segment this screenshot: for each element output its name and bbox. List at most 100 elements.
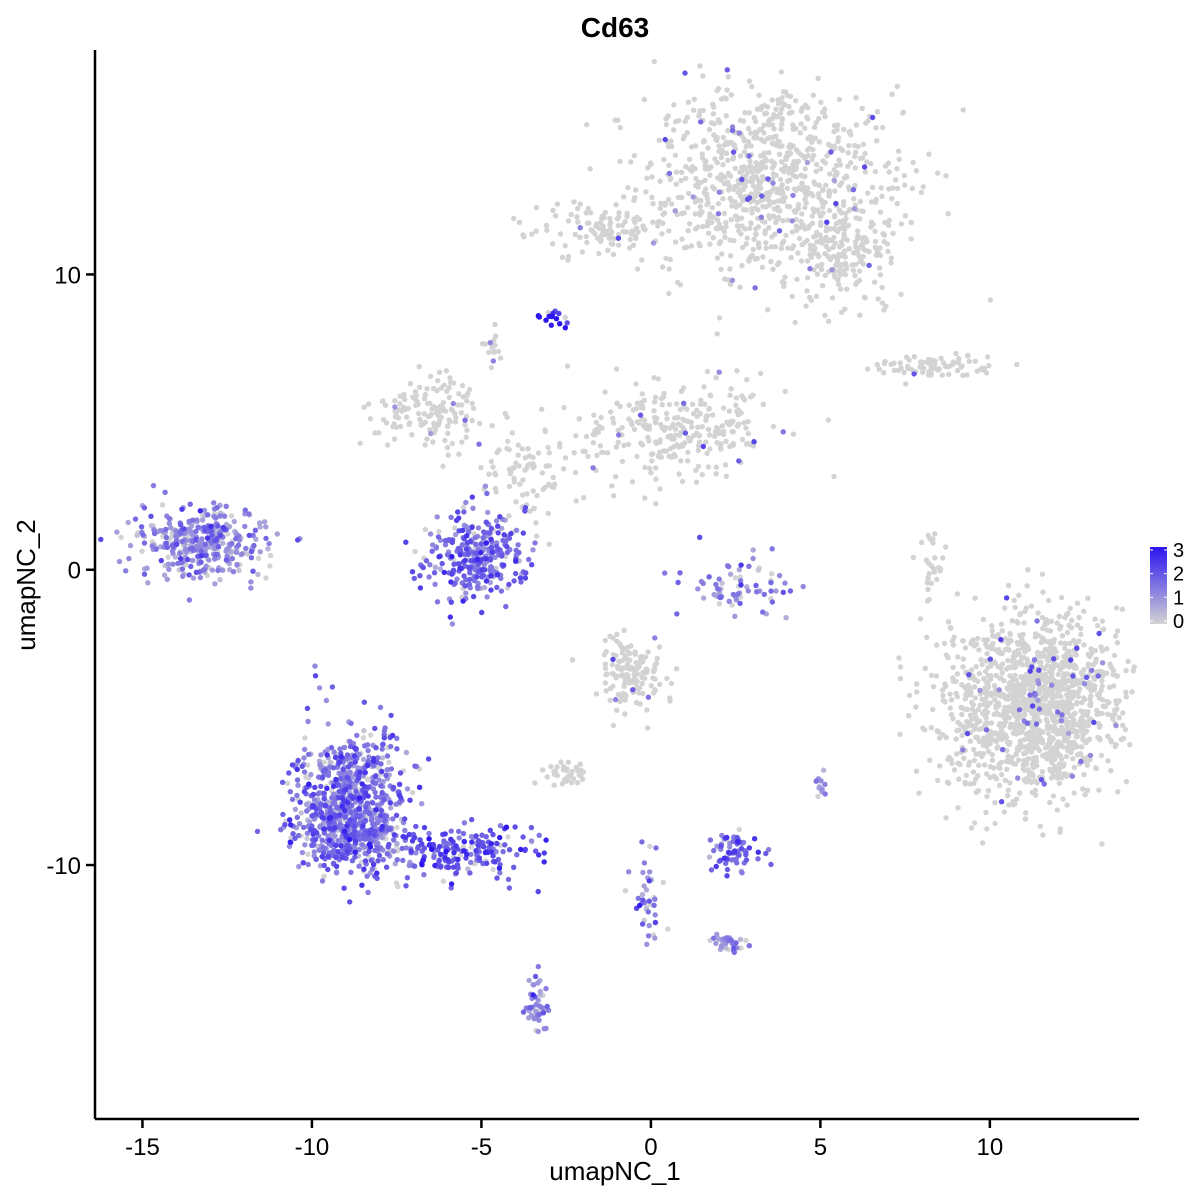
scatter-point xyxy=(299,763,305,769)
scatter-point xyxy=(450,400,456,407)
scatter-point xyxy=(498,575,504,582)
scatter-point xyxy=(1047,723,1053,730)
scatter-point xyxy=(697,209,703,215)
scatter-point xyxy=(884,241,891,247)
scatter-point xyxy=(577,234,583,240)
scatter-point xyxy=(950,642,957,648)
scatter-point xyxy=(862,150,868,157)
scatter-point xyxy=(279,779,286,785)
scatter-point xyxy=(1054,620,1060,626)
scatter-point xyxy=(753,188,760,194)
scatter-point xyxy=(537,1003,543,1009)
scatter-point xyxy=(263,575,269,581)
scatter-point xyxy=(299,849,306,856)
scatter-point xyxy=(648,683,654,689)
scatter-point xyxy=(514,852,520,858)
scatter-point xyxy=(356,863,362,869)
scatter-point xyxy=(190,575,197,581)
scatter-point xyxy=(918,189,925,196)
scatter-point xyxy=(749,83,755,90)
scatter-point xyxy=(829,145,836,151)
scatter-point xyxy=(786,165,792,172)
scatter-point xyxy=(639,891,646,898)
scatter-point xyxy=(194,517,200,523)
scatter-point xyxy=(274,531,280,537)
scatter-point xyxy=(1012,761,1019,767)
scatter-point xyxy=(666,401,673,408)
scatter-point xyxy=(695,586,701,592)
scatter-point xyxy=(953,350,959,357)
scatter-point xyxy=(924,598,931,604)
scatter-point xyxy=(1029,762,1036,768)
scatter-point xyxy=(441,838,447,844)
scatter-point xyxy=(398,423,404,430)
scatter-point xyxy=(166,515,173,522)
scatter-point xyxy=(751,165,757,172)
scatter-point xyxy=(511,465,517,471)
scatter-point xyxy=(926,570,932,577)
scatter-point xyxy=(946,754,952,760)
scatter-point xyxy=(496,447,502,453)
scatter-point xyxy=(617,641,623,647)
scatter-point xyxy=(705,464,712,470)
scatter-point xyxy=(253,536,259,542)
scatter-point xyxy=(179,538,185,545)
scatter-point xyxy=(123,568,129,574)
scatter-point xyxy=(603,688,609,694)
scatter-point xyxy=(728,92,734,98)
scatter-point xyxy=(662,200,669,206)
scatter-point xyxy=(954,367,961,374)
scatter-point xyxy=(576,772,582,778)
scatter-point xyxy=(1064,802,1070,808)
scatter-point xyxy=(996,687,1002,693)
scatter-point xyxy=(935,777,941,784)
scatter-point xyxy=(558,759,564,765)
scatter-point xyxy=(513,499,519,505)
scatter-point xyxy=(318,752,324,758)
scatter-point xyxy=(493,489,499,495)
scatter-point xyxy=(562,455,569,461)
scatter-point xyxy=(739,186,746,192)
scatter-point xyxy=(615,117,621,123)
scatter-point xyxy=(484,490,490,497)
scatter-point xyxy=(1084,758,1091,764)
scatter-point xyxy=(1091,686,1098,692)
scatter-point xyxy=(188,523,195,529)
scatter-point xyxy=(461,573,467,579)
scatter-point xyxy=(850,267,857,274)
scatter-point xyxy=(698,397,704,403)
scatter-point xyxy=(1063,753,1070,760)
scatter-point xyxy=(882,219,888,226)
scatter-point xyxy=(799,180,805,186)
scatter-point xyxy=(954,751,960,757)
scatter-point xyxy=(626,680,633,686)
scatter-point xyxy=(745,430,751,437)
scatter-point xyxy=(734,368,740,374)
scatter-point xyxy=(705,426,712,432)
scatter-point xyxy=(242,507,248,513)
scatter-point xyxy=(1066,648,1072,655)
scatter-point xyxy=(507,471,513,477)
scatter-point xyxy=(321,759,327,765)
scatter-point xyxy=(607,697,613,703)
scatter-point xyxy=(1010,709,1016,715)
scatter-point xyxy=(319,837,325,843)
scatter-point xyxy=(613,444,620,450)
scatter-point xyxy=(874,109,881,115)
scatter-point xyxy=(528,824,535,831)
scatter-point xyxy=(789,109,795,115)
scatter-point xyxy=(979,661,985,668)
scatter-point xyxy=(634,685,640,691)
scatter-point xyxy=(165,554,171,560)
scatter-point xyxy=(726,563,732,570)
scatter-point xyxy=(785,245,791,251)
scatter-point xyxy=(379,398,386,404)
scatter-point xyxy=(692,211,698,217)
scatter-point xyxy=(390,837,397,843)
scatter-point xyxy=(427,413,433,419)
scatter-point xyxy=(1035,697,1041,703)
scatter-point xyxy=(720,134,727,141)
scatter-point xyxy=(446,384,452,391)
scatter-point xyxy=(666,228,672,234)
scatter-point xyxy=(432,581,438,587)
